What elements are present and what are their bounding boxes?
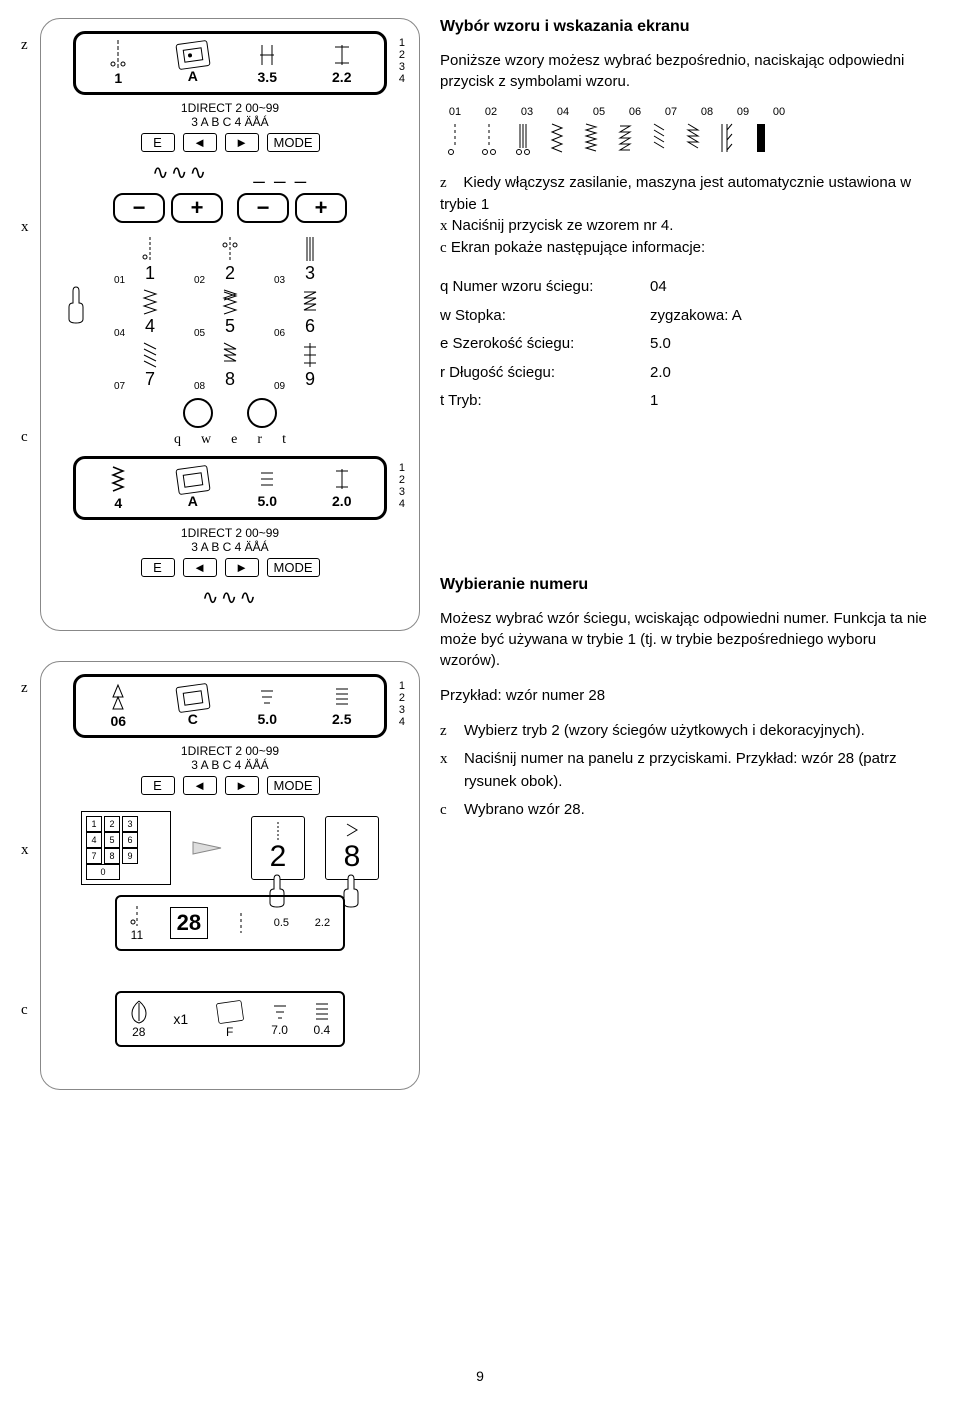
- marker-c: c: [21, 429, 28, 446]
- stitch-btn-7[interactable]: 707: [120, 341, 180, 390]
- mode-button[interactable]: MODE: [267, 776, 320, 795]
- length-plus[interactable]: +: [295, 193, 347, 223]
- zigzag-icon: [109, 465, 127, 495]
- stitch-strip-header: 01020304050607080900: [440, 106, 930, 118]
- right-button[interactable]: ►: [225, 133, 259, 152]
- digit-2-panel: 2: [251, 816, 305, 880]
- e-button[interactable]: E: [141, 558, 175, 577]
- stitch-btn-5[interactable]: 505: [200, 288, 260, 337]
- width-icon: [258, 41, 276, 69]
- marker-z2: z: [21, 680, 28, 697]
- marker-c2: c: [21, 1002, 28, 1019]
- step-z: zWybierz tryb 2 (wzory ściegów użytkowyc…: [440, 720, 930, 743]
- triangle-stitch-icon: [109, 683, 127, 713]
- panel-1: z 1 A 3.5: [40, 18, 420, 631]
- lcd1-pattern: 1: [114, 70, 122, 86]
- length-icon: [315, 1001, 329, 1023]
- circle-button-1[interactable]: [183, 398, 213, 428]
- width-icon: [273, 1001, 287, 1023]
- stitch-btn-4[interactable]: 404: [120, 288, 180, 337]
- stitch-btn-6[interactable]: 606: [280, 288, 340, 337]
- width-icon: [259, 685, 275, 711]
- separator-wave: ∿∿∿: [53, 585, 407, 610]
- width-plus[interactable]: +: [171, 193, 223, 223]
- info-table: q Numer wzoru ściegu:04 w Stopka:zygzako…: [440, 273, 930, 416]
- mode-button[interactable]: MODE: [267, 558, 320, 577]
- mode-label-3: 1DIRECT 2 00~99 3 A B C 4 ÄÅÁ: [53, 744, 407, 772]
- lcd-28-preview-2: 28 x1 F 7.0 0.4: [115, 991, 345, 1047]
- marker-x2: x: [21, 842, 29, 859]
- lcd1-foot: A: [188, 68, 198, 84]
- circle-button-2[interactable]: [247, 398, 277, 428]
- e-button[interactable]: E: [141, 776, 175, 795]
- digit-8-panel: 8: [325, 816, 379, 880]
- lcd2-pattern: 4: [114, 495, 122, 511]
- presser-foot-icon: [175, 683, 210, 713]
- panel-2: z 06 C 5.0: [40, 661, 420, 1090]
- width-icon: [259, 467, 275, 493]
- stitch-btn-8[interactable]: 808: [200, 341, 260, 390]
- stitch-btn-3[interactable]: 303: [280, 235, 340, 284]
- width-adjust: − +: [113, 193, 223, 223]
- stitch-selection-grid: 101 202 303 404 505: [53, 235, 407, 390]
- stitch-straight-icon: [109, 40, 127, 70]
- lcd3-side: 1234: [399, 680, 405, 728]
- marker-x: x: [21, 219, 29, 236]
- lcd1-length: 2.2: [332, 69, 351, 85]
- stitch-btn-9[interactable]: 909: [280, 341, 340, 390]
- length-icon: [334, 685, 350, 711]
- length-icon: [333, 41, 351, 69]
- mini-keypad: 123 456 789 0: [81, 811, 171, 885]
- right-button[interactable]: ►: [225, 558, 259, 577]
- arrow-icon: [191, 838, 231, 858]
- section1-intro: Poniższe wzory możesz wybrać bezpośredni…: [440, 50, 930, 92]
- presser-foot-icon: [175, 465, 210, 495]
- width-minus[interactable]: −: [113, 193, 165, 223]
- lcd-display-2: 4 A 5.0 2.0: [73, 456, 387, 520]
- e-button[interactable]: E: [141, 133, 175, 152]
- step-x: xNaciśnij numer na panelu z przyciskami.…: [440, 748, 930, 793]
- length-minus[interactable]: −: [237, 193, 289, 223]
- lcd2-side: 1234: [399, 462, 405, 510]
- section2-intro: Możesz wybrać wzór ściegu, wciskając odp…: [440, 608, 930, 671]
- left-button[interactable]: ◄: [183, 558, 217, 577]
- page-number: 9: [476, 1368, 484, 1384]
- length-adjust: − +: [237, 193, 347, 223]
- length-icon: [334, 467, 350, 493]
- lcd-display-1: 1 A 3.5 2.2: [73, 31, 387, 95]
- lcd1-side-nums: 1234: [399, 37, 405, 85]
- lcd1-width: 3.5: [258, 69, 277, 85]
- section2-title: Wybieranie numeru: [440, 576, 930, 594]
- marker-z: z: [21, 37, 28, 54]
- qwert-labels: q w e r t: [53, 432, 407, 448]
- leaf-stitch-icon: [130, 999, 148, 1025]
- separator-wave: ∿∿∿ _ _ _: [53, 160, 407, 185]
- stitch-btn-1[interactable]: 101: [120, 235, 180, 284]
- section1-title: Wybór wzoru i wskazania ekranu: [440, 18, 930, 36]
- stitch-btn-2[interactable]: 202: [200, 235, 260, 284]
- stitch-strip-icons: [440, 122, 930, 158]
- lcd-display-3: 06 C 5.0 2.5: [73, 674, 387, 738]
- finger-icon: [65, 285, 87, 325]
- right-button[interactable]: ►: [225, 776, 259, 795]
- mode-label-2: 1DIRECT 2 00~99 3 A B C 4 ÄÅÁ: [53, 526, 407, 554]
- section1-steps: z Kiedy włączysz zasilanie, maszyna jest…: [440, 172, 930, 259]
- lcd-28-preview-1: 11 28 0.5 2.2: [115, 895, 345, 951]
- mode-label-1: 1DIRECT 2 00~99 3 A B C 4 ÄÅÁ: [53, 101, 407, 129]
- left-button[interactable]: ◄: [183, 776, 217, 795]
- presser-foot-icon: [175, 40, 210, 70]
- left-button[interactable]: ◄: [183, 133, 217, 152]
- mode-button[interactable]: MODE: [267, 133, 320, 152]
- step-c: cWybrano wzór 28.: [440, 799, 930, 822]
- section2-example: Przykład: wzór numer 28: [440, 685, 930, 706]
